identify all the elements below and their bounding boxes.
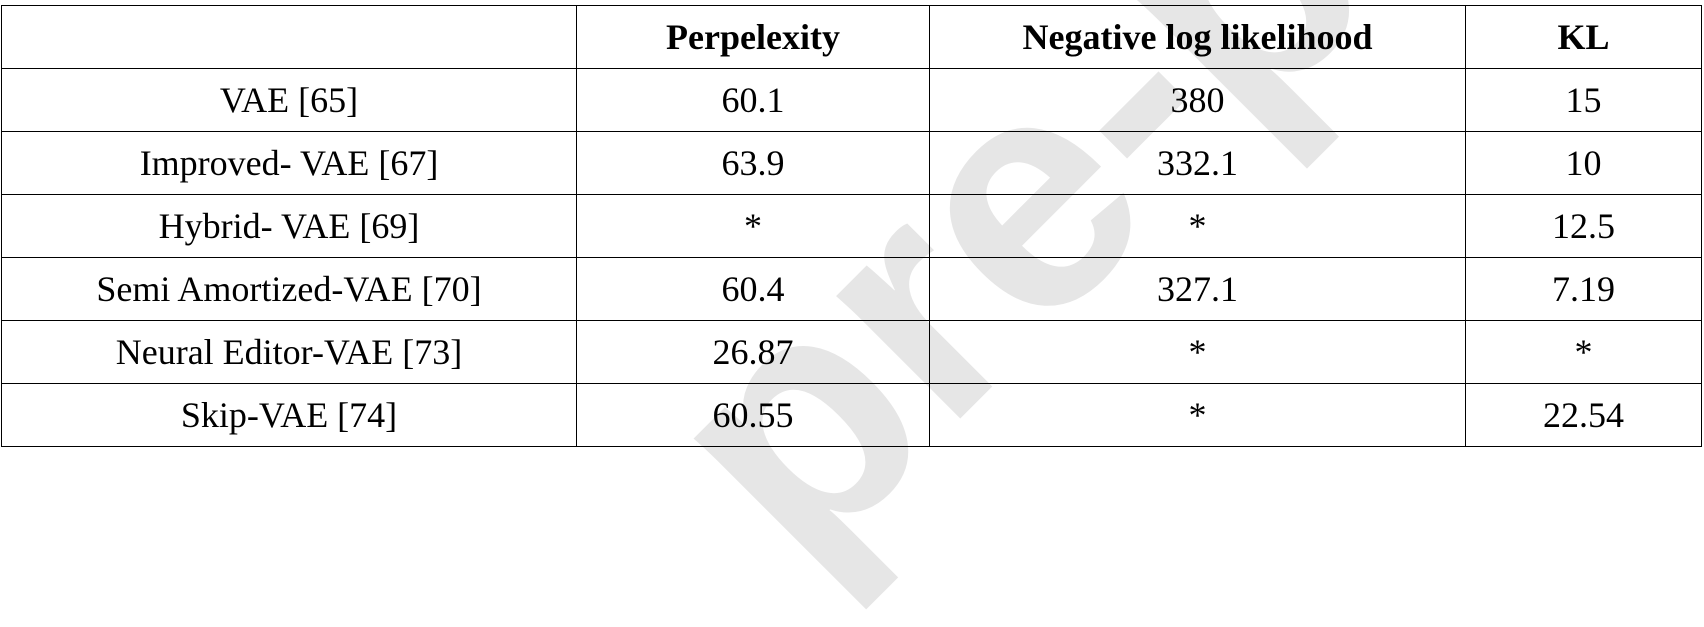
table-row: Hybrid- VAE [69] * * 12.5 [1, 194, 1702, 258]
perplexity-cell: 60.55 [576, 383, 930, 447]
header-method [1, 5, 577, 69]
method-cell: VAE [65] [1, 68, 577, 132]
table-row: Semi Amortized-VAE [70] 60.4 327.1 7.19 [1, 257, 1702, 321]
nll-cell: * [929, 320, 1466, 384]
kl-cell: 15 [1465, 68, 1702, 132]
method-cell: Improved- VAE [67] [1, 131, 577, 195]
method-cell: Semi Amortized-VAE [70] [1, 257, 577, 321]
nll-cell-best: 327.1 [929, 257, 1466, 321]
kl-cell-best: 22.54 [1465, 383, 1702, 447]
perplexity-cell: 60.1 [576, 68, 930, 132]
header-kl: KL [1465, 5, 1702, 69]
kl-cell: 12.5 [1465, 194, 1702, 258]
nll-cell: 380 [929, 68, 1466, 132]
perplexity-cell: * [576, 194, 930, 258]
nll-cell: * [929, 383, 1466, 447]
kl-cell: 10 [1465, 131, 1702, 195]
kl-cell: 7.19 [1465, 257, 1702, 321]
perplexity-cell: 63.9 [576, 131, 930, 195]
perplexity-cell-best: 26.87 [576, 320, 930, 384]
table-row: Skip-VAE [74] 60.55 * 22.54 [1, 383, 1702, 447]
table-row: Neural Editor-VAE [73] 26.87 * * [1, 320, 1702, 384]
header-nll: Negative log likelihood [929, 5, 1466, 69]
method-cell: Hybrid- VAE [69] [1, 194, 577, 258]
table-row: VAE [65] 60.1 380 15 [1, 68, 1702, 132]
header-perplexity: Perpelexity [576, 5, 930, 69]
method-cell: Skip-VAE [74] [1, 383, 577, 447]
nll-cell: * [929, 194, 1466, 258]
nll-cell: 332.1 [929, 131, 1466, 195]
header-row: Perpelexity Negative log likelihood KL [1, 5, 1702, 69]
results-table: Perpelexity Negative log likelihood KL V… [1, 5, 1702, 447]
table-row: Improved- VAE [67] 63.9 332.1 10 [1, 131, 1702, 195]
perplexity-cell: 60.4 [576, 257, 930, 321]
kl-cell: * [1465, 320, 1702, 384]
method-cell: Neural Editor-VAE [73] [1, 320, 577, 384]
